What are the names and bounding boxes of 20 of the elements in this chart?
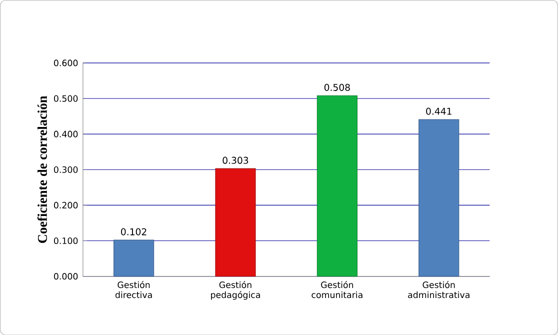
data-label: 0.508 (324, 84, 350, 91)
data-label: 0.102 (121, 228, 146, 236)
x-tick-label: Gestión pedagógica (211, 280, 260, 300)
y-tick-label: 0.500 (54, 95, 78, 102)
x-tick-label: Gestión comunitaria (312, 280, 362, 298)
y-tick-label: 0.200 (54, 202, 78, 208)
y-tick-label: 0.400 (54, 130, 78, 138)
y-tick-label: 0.000 (54, 272, 78, 280)
data-label: 0.441 (426, 108, 452, 115)
bar (316, 95, 358, 276)
bar (114, 240, 154, 276)
x-tick-label: Gestión directiva (115, 280, 152, 298)
data-label: 0.303 (222, 156, 248, 164)
y-tick-label: 0.100 (54, 237, 78, 244)
y-axis-title: Coeficiente de correlación (37, 96, 47, 243)
bar (215, 168, 256, 276)
bar (418, 119, 460, 276)
y-tick-label: 0.600 (54, 60, 78, 66)
x-tick-label: Gestión administrativa (408, 280, 470, 298)
y-tick-label: 0.300 (54, 166, 78, 173)
